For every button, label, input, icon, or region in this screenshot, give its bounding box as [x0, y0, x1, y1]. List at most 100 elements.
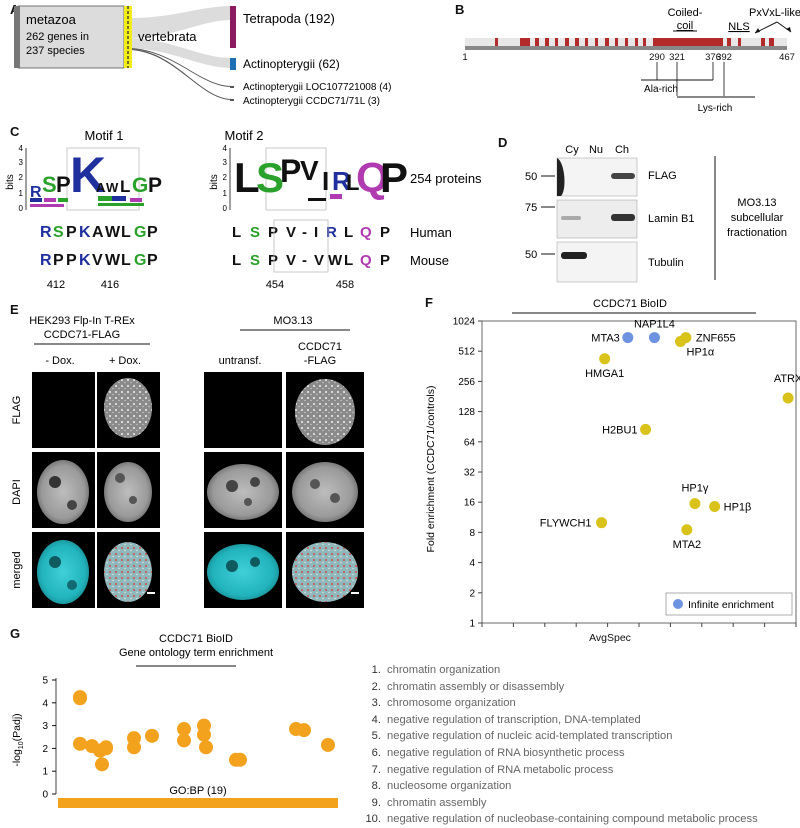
coiled-label-2: coil [677, 20, 694, 32]
f-point-label: HMGA1 [585, 368, 624, 380]
m2-ytick-2: 2 [223, 173, 228, 182]
m1-pos-416: 416 [101, 279, 119, 291]
g-go-dot [73, 736, 87, 751]
marker-50-a: 50 [525, 171, 537, 183]
g-bar-label: GO:BP (19) [169, 785, 226, 797]
g-title-2: Gene ontology term enrichment [119, 647, 273, 659]
f-ytick-label: 8 [469, 528, 475, 539]
m2-logo-v: V [300, 155, 319, 186]
m2-pos-458: 458 [336, 279, 354, 291]
f-ytick-label: 1 [469, 619, 475, 630]
g-go-dot [177, 722, 191, 737]
side-label-3: fractionation [727, 227, 787, 239]
m1-logo-w: W [106, 180, 119, 195]
f-point-FLYWCH1 [596, 517, 608, 529]
m2-logo-p2: P [380, 154, 408, 201]
e-left-title-1: HEK293 Flp-In T-REx [29, 315, 135, 327]
e-col-minus-dox: - Dox. [45, 355, 74, 367]
m1m-4: V [92, 252, 103, 269]
ala-rich-label: Ala-rich [644, 84, 678, 95]
m1-logo-k: K [70, 147, 106, 203]
go-term: 5. negative regulation of nucleic acid-te… [371, 730, 673, 743]
f-point-label: FLYWCH1 [540, 518, 592, 530]
f-legend-text: Infinite enrichment [688, 599, 774, 611]
g-ytick-label: 1 [42, 767, 48, 778]
g-ytick-label: 3 [42, 721, 48, 732]
m2h-2: P [268, 224, 278, 241]
e-col-flag: -FLAG [304, 355, 336, 367]
m2-ytick-4: 4 [223, 144, 228, 153]
m2-logo-q: Q [356, 154, 389, 201]
m1h-0: R [40, 224, 52, 241]
tick-376: 376 [705, 52, 721, 63]
root-name: metazoa [26, 12, 77, 27]
root-line2: 262 genes in [26, 31, 89, 43]
e-right-title: MO3.13 [273, 315, 312, 327]
go-term-list: 1. chromatin organization 2. chromatin ass… [365, 662, 757, 828]
f-ytick-label: 32 [464, 468, 476, 479]
g-go-dot [289, 722, 303, 737]
band-flag: FLAG [648, 170, 677, 182]
m2m-5: V [314, 252, 324, 269]
col-cy: Cy [565, 144, 579, 156]
tick-467: 467 [779, 52, 795, 63]
m1-ytick-2: 2 [19, 173, 24, 182]
g-go-dot [177, 733, 191, 748]
band-lamin: Lamin B1 [648, 213, 694, 225]
m1-logo-p: P [56, 172, 71, 197]
side-label-1: MO3.13 [737, 197, 776, 209]
m1h-4: A [92, 224, 104, 241]
marker-50-b: 50 [525, 249, 537, 261]
f-plot-frame [481, 320, 797, 624]
g-go-bar [58, 798, 338, 808]
mouse-label: Mouse [410, 253, 449, 268]
g-go-dot [233, 752, 247, 767]
tick-290: 290 [649, 52, 665, 63]
m2m-4: - [302, 252, 307, 269]
m2-ytick-3: 3 [223, 158, 228, 167]
g-ytick-label: 2 [42, 744, 48, 755]
f-point-label: HP1α [687, 346, 715, 358]
m2m-8: Q [360, 252, 372, 269]
g-go-dot [199, 740, 213, 755]
e-row-dapi: DAPI [11, 479, 23, 505]
m2-logo-p: P [280, 153, 301, 189]
f-point-label: ZNF655 [696, 333, 736, 345]
f-title: CCDC71 BioID [593, 298, 667, 310]
f-point-label: HP1β [724, 501, 752, 513]
m1m-1: P [53, 252, 64, 269]
side-label-2: subcellular [731, 212, 784, 224]
m1-logo-g: G [132, 174, 148, 197]
root-line3: 237 species [26, 45, 85, 57]
m2m-3: V [286, 252, 296, 269]
m1m-8: P [147, 252, 158, 269]
m1-pos-412: 412 [47, 279, 65, 291]
tick-321: 321 [669, 52, 685, 63]
go-term: 4. negative regulation of transcription, … [371, 713, 641, 726]
m1h-7: G [134, 224, 146, 241]
panel-label-e: E [10, 302, 19, 317]
f-point-label: H2BU1 [602, 424, 637, 436]
f-point-H2BU1 [640, 423, 652, 435]
e-col-plus-dox: + Dox. [109, 355, 141, 367]
m2h-5: I [314, 224, 318, 241]
band-tubulin: Tubulin [648, 257, 684, 269]
panel-c-motifs: Motif 1 Motif 2 0 1 2 3 4 bits R S P K A… [5, 128, 482, 291]
go-term: 3. chromosome organization [371, 697, 516, 710]
m1m-5: W [105, 252, 121, 269]
m2m-7: L [344, 252, 353, 269]
panel-f-scatter: CCDC71 BioID 124816326412825651210241248… [425, 298, 800, 630]
f-xlabel: AvgSpec [589, 632, 631, 644]
m1m-6: L [121, 252, 131, 269]
coiled-label-1: Coiled- [668, 7, 703, 19]
motif1-human-seq: R S P K A W L G P [40, 224, 158, 241]
f-ytick-label: 2 [469, 588, 475, 599]
m1-ytick-1: 1 [19, 189, 24, 198]
tick-1: 1 [462, 52, 467, 63]
f-point-label: HP1γ [681, 483, 708, 495]
m2m-0: L [232, 252, 241, 269]
human-label: Human [410, 225, 452, 240]
m1-ytick-4: 4 [19, 144, 24, 153]
m2-bits: bits [209, 174, 220, 190]
m1h-8: P [147, 224, 158, 241]
